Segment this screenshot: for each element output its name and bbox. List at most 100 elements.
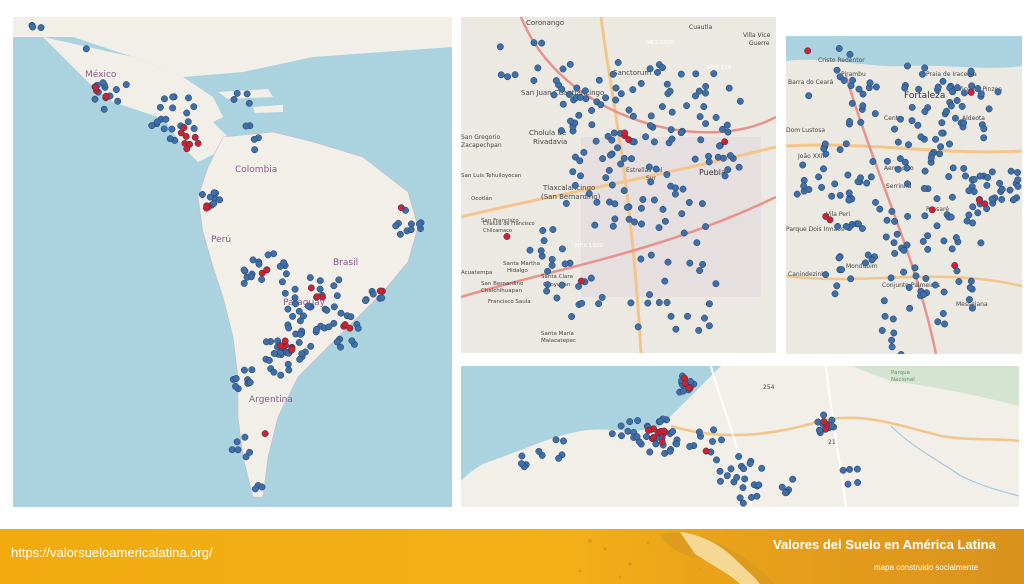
point-marker[interactable] — [822, 271, 830, 279]
point-marker[interactable] — [893, 230, 901, 238]
point-marker[interactable] — [934, 318, 942, 326]
point-marker[interactable] — [896, 115, 904, 123]
point-marker[interactable] — [793, 190, 801, 198]
point-marker[interactable] — [980, 134, 988, 142]
point-marker[interactable] — [969, 203, 977, 211]
point-marker[interactable] — [938, 129, 946, 137]
point-marker[interactable] — [323, 306, 331, 314]
point-marker[interactable] — [291, 285, 299, 293]
point-marker[interactable] — [789, 475, 797, 483]
point-marker[interactable] — [905, 284, 913, 291]
point-marker[interactable] — [560, 437, 567, 445]
point-marker[interactable] — [620, 154, 628, 162]
point-marker[interactable] — [960, 89, 968, 97]
point-marker[interactable] — [539, 227, 547, 234]
point-marker[interactable] — [962, 172, 969, 180]
point-marker[interactable] — [190, 103, 198, 111]
point-marker[interactable] — [977, 90, 985, 98]
point-marker[interactable] — [673, 440, 681, 448]
point-marker[interactable] — [939, 77, 947, 85]
point-marker[interactable] — [650, 138, 658, 146]
point-marker[interactable] — [965, 211, 973, 219]
point-marker[interactable] — [735, 453, 743, 460]
point-marker[interactable] — [857, 118, 865, 126]
highlight-point-marker[interactable] — [180, 124, 188, 131]
point-marker[interactable] — [571, 181, 579, 189]
point-marker[interactable] — [647, 251, 655, 259]
point-marker[interactable] — [698, 200, 706, 208]
point-marker[interactable] — [831, 180, 839, 188]
point-marker[interactable] — [1009, 196, 1017, 204]
point-marker[interactable] — [161, 95, 168, 103]
point-marker[interactable] — [859, 102, 867, 110]
point-marker[interactable] — [91, 95, 99, 103]
highlight-point-marker[interactable] — [951, 262, 959, 269]
point-marker[interactable] — [561, 260, 569, 268]
point-marker[interactable] — [717, 477, 724, 485]
point-marker[interactable] — [853, 465, 861, 473]
point-marker[interactable] — [249, 256, 257, 264]
highlight-point-marker[interactable] — [183, 145, 191, 153]
point-marker[interactable] — [148, 122, 156, 130]
point-marker[interactable] — [939, 310, 947, 317]
point-marker[interactable] — [162, 115, 170, 123]
point-marker[interactable] — [210, 200, 218, 207]
point-marker[interactable] — [396, 230, 404, 238]
point-marker[interactable] — [599, 155, 607, 163]
point-marker[interactable] — [258, 483, 266, 491]
point-marker[interactable] — [549, 226, 557, 233]
point-marker[interactable] — [348, 337, 356, 345]
point-marker[interactable] — [250, 135, 258, 143]
point-marker[interactable] — [739, 499, 747, 507]
point-marker[interactable] — [557, 127, 565, 135]
point-marker[interactable] — [800, 182, 808, 190]
point-marker[interactable] — [160, 125, 168, 133]
point-marker[interactable] — [693, 239, 701, 247]
point-marker[interactable] — [723, 472, 731, 480]
point-marker[interactable] — [917, 133, 925, 141]
point-marker[interactable] — [242, 453, 250, 461]
point-marker[interactable] — [842, 222, 850, 230]
point-marker[interactable] — [838, 266, 846, 274]
point-marker[interactable] — [555, 454, 563, 462]
point-marker[interactable] — [716, 467, 724, 475]
point-marker[interactable] — [867, 173, 875, 181]
point-marker[interactable] — [325, 323, 333, 331]
point-marker[interactable] — [844, 171, 852, 179]
point-marker[interactable] — [716, 142, 723, 150]
point-marker[interactable] — [330, 303, 338, 311]
point-marker[interactable] — [758, 464, 766, 472]
highlight-point-marker[interactable] — [202, 204, 210, 212]
point-marker[interactable] — [262, 338, 270, 346]
point-marker[interactable] — [608, 430, 616, 438]
point-marker[interactable] — [544, 267, 552, 275]
point-marker[interactable] — [871, 110, 879, 118]
point-marker[interactable] — [233, 438, 241, 446]
point-marker[interactable] — [552, 436, 560, 444]
point-marker[interactable] — [963, 217, 971, 225]
point-marker[interactable] — [650, 196, 658, 204]
point-marker[interactable] — [880, 297, 888, 305]
point-marker[interactable] — [548, 261, 556, 269]
point-marker[interactable] — [695, 326, 703, 334]
point-marker[interactable] — [614, 59, 622, 66]
point-marker[interactable] — [265, 356, 273, 364]
point-marker[interactable] — [597, 101, 605, 109]
point-marker[interactable] — [637, 255, 645, 263]
point-marker[interactable] — [291, 294, 299, 302]
point-marker[interactable] — [701, 314, 708, 322]
point-marker[interactable] — [292, 300, 300, 308]
point-marker[interactable] — [517, 460, 525, 468]
point-marker[interactable] — [858, 225, 866, 232]
point-marker[interactable] — [831, 290, 839, 298]
point-marker[interactable] — [611, 215, 619, 223]
point-marker[interactable] — [661, 277, 669, 285]
point-marker[interactable] — [845, 196, 853, 204]
point-marker[interactable] — [588, 107, 596, 114]
point-marker[interactable] — [820, 165, 827, 173]
point-marker[interactable] — [888, 336, 896, 344]
point-marker[interactable] — [628, 155, 635, 163]
point-marker[interactable] — [297, 330, 305, 338]
point-marker[interactable] — [668, 135, 676, 143]
point-marker[interactable] — [666, 87, 674, 95]
